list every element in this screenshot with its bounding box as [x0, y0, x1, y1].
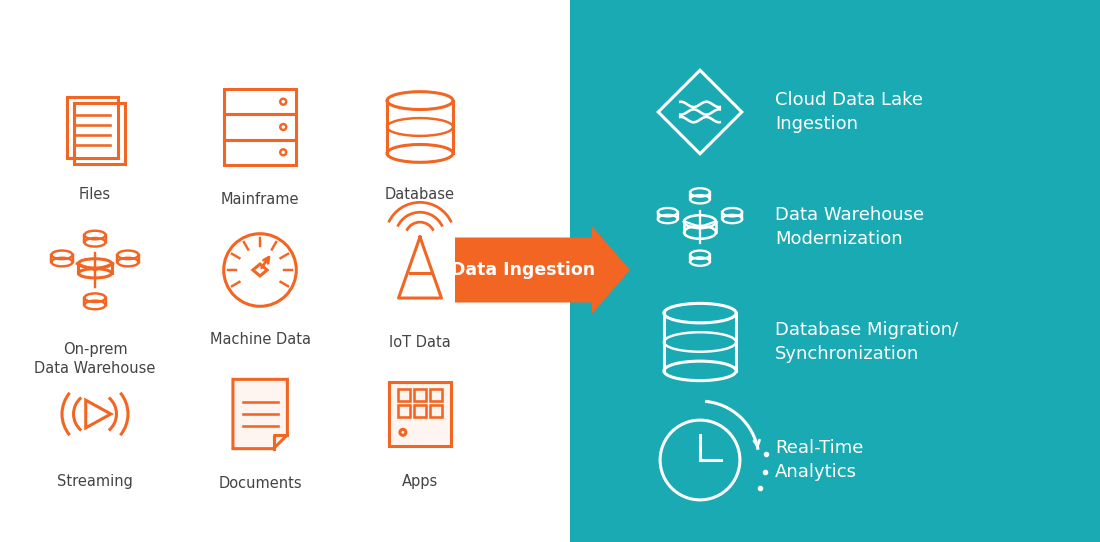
Text: Machine Data: Machine Data [209, 332, 310, 347]
Text: Database Migration/
Synchronization: Database Migration/ Synchronization [776, 321, 958, 363]
Text: Mainframe: Mainframe [221, 192, 299, 207]
Text: Cloud Data Lake
Ingestion: Cloud Data Lake Ingestion [776, 91, 923, 133]
Text: Streaming: Streaming [57, 474, 133, 489]
Text: Documents: Documents [218, 476, 301, 491]
Bar [570, 0, 1100, 542]
Text: Database: Database [385, 187, 455, 202]
Text: Apps: Apps [402, 474, 438, 489]
FancyArrow shape [455, 226, 630, 314]
Text: Data Warehouse
Modernization: Data Warehouse Modernization [776, 206, 924, 248]
FancyBboxPatch shape [389, 382, 451, 446]
Text: Data Ingestion: Data Ingestion [451, 261, 595, 279]
Text: IoT Data: IoT Data [389, 335, 451, 350]
Text: On-prem
Data Warehouse: On-prem Data Warehouse [34, 342, 156, 376]
Polygon shape [233, 379, 287, 449]
Text: Files: Files [79, 187, 111, 202]
Text: Real-Time
Analytics: Real-Time Analytics [776, 439, 864, 481]
